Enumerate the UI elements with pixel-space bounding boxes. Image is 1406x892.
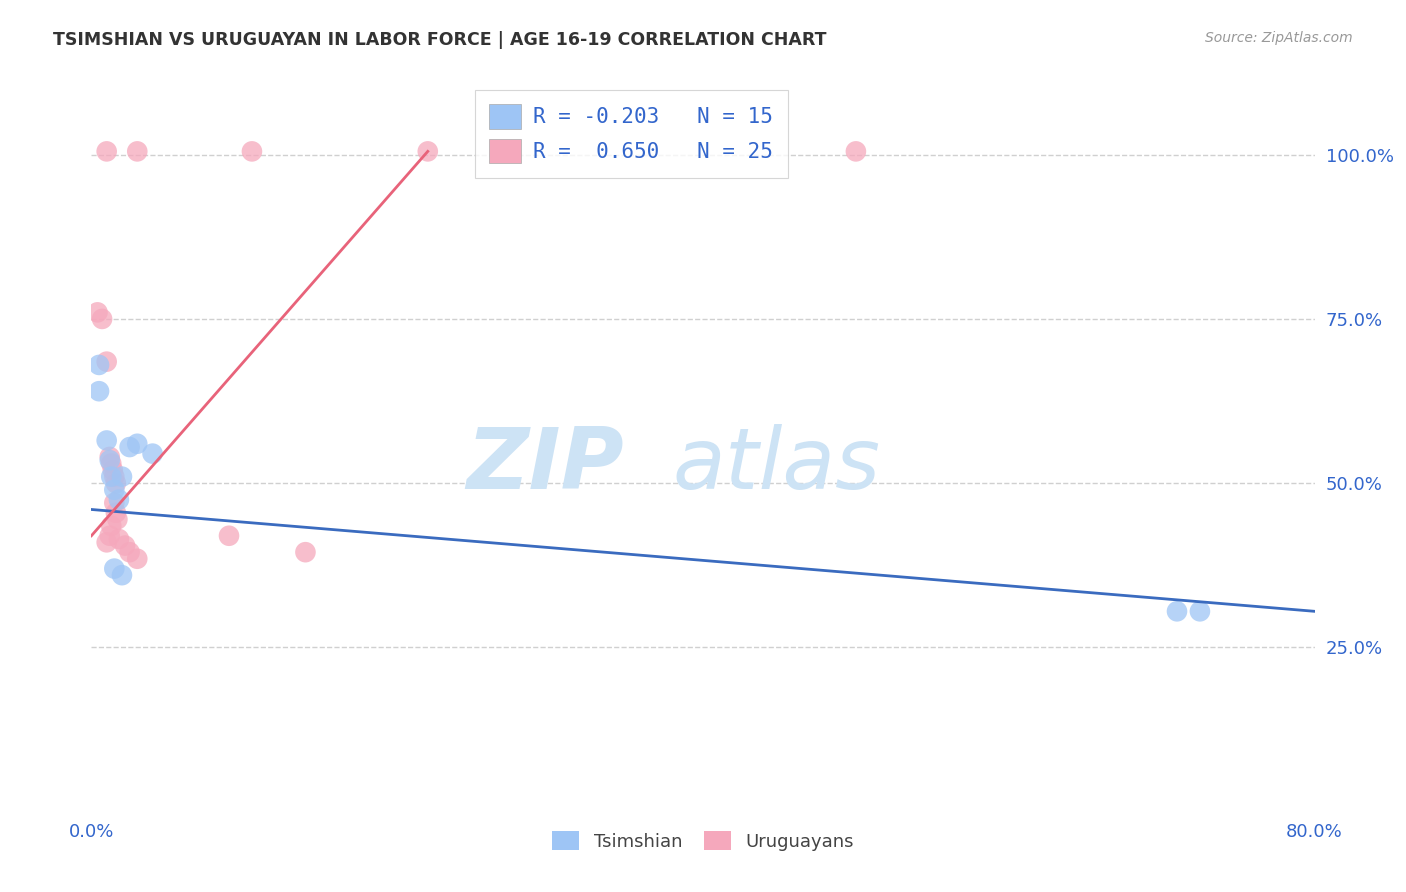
Point [87, 384, 110, 399]
Point [87, 358, 110, 372]
Point [96, 434, 118, 448]
Point [98, 450, 121, 464]
Point [86, 305, 108, 319]
Point [104, 476, 127, 491]
Point [845, 145, 868, 159]
Point [103, 496, 125, 510]
Point [100, 457, 122, 471]
Point [103, 483, 125, 497]
Point [100, 469, 122, 483]
Point [104, 506, 127, 520]
Point [218, 529, 240, 543]
Point [118, 440, 141, 454]
Point [118, 545, 141, 559]
Legend: Tsimshian, Uruguayans: Tsimshian, Uruguayans [546, 824, 860, 858]
Point [103, 469, 125, 483]
Point [240, 145, 263, 159]
Point [1188, 604, 1211, 618]
Text: ZIP: ZIP [465, 425, 623, 508]
Point [111, 568, 134, 582]
Point [103, 561, 125, 575]
Point [108, 532, 131, 546]
Point [98, 453, 121, 467]
Point [111, 469, 134, 483]
Point [416, 145, 439, 159]
Point [114, 539, 136, 553]
Text: Source: ZipAtlas.com: Source: ZipAtlas.com [1205, 31, 1353, 45]
Point [96, 145, 118, 159]
Point [101, 463, 124, 477]
Text: TSIMSHIAN VS URUGUAYAN IN LABOR FORCE | AGE 16-19 CORRELATION CHART: TSIMSHIAN VS URUGUAYAN IN LABOR FORCE | … [53, 31, 827, 49]
Point [127, 145, 149, 159]
Point [96, 535, 118, 549]
Point [127, 551, 149, 566]
Point [141, 447, 163, 461]
Point [105, 512, 128, 526]
Point [294, 545, 316, 559]
Point [108, 492, 131, 507]
Point [91, 312, 114, 326]
Point [1166, 604, 1188, 618]
Point [127, 436, 149, 450]
Text: atlas: atlas [672, 425, 880, 508]
Point [100, 519, 122, 533]
Point [98, 529, 121, 543]
Point [96, 354, 118, 368]
